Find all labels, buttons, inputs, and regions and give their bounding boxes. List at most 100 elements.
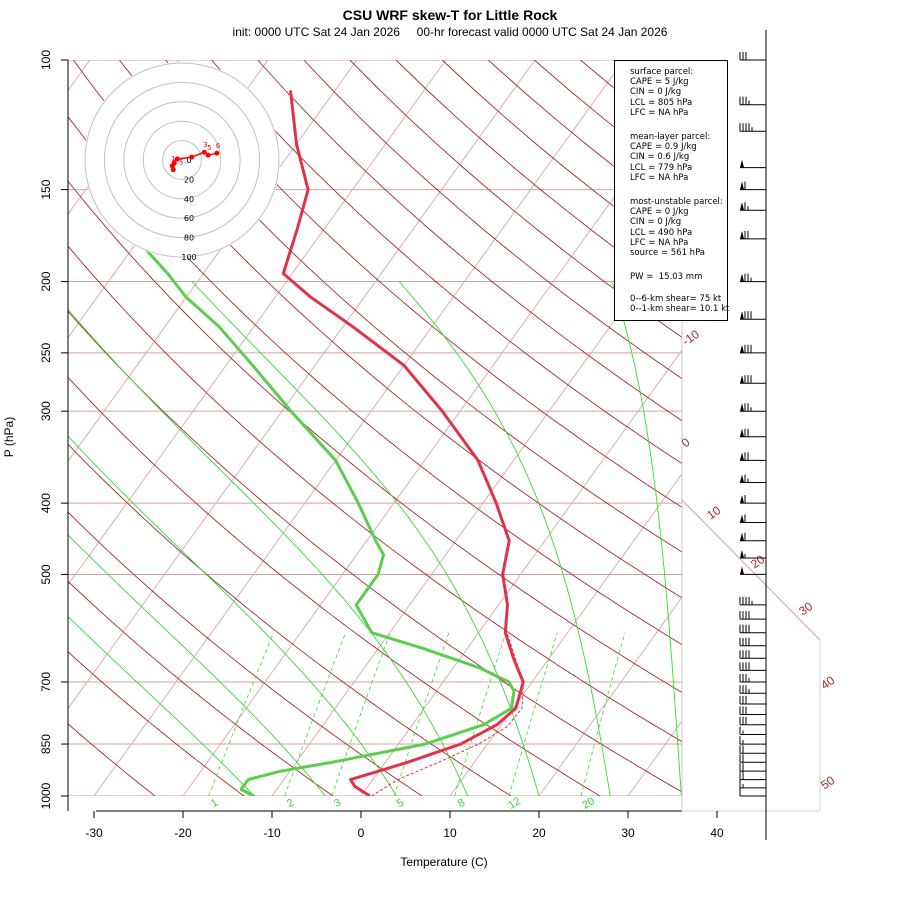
- dry-adiabat: [119, 60, 682, 553]
- mixing-ratio-line: [580, 632, 626, 796]
- info-line: CIN = 0 J/kg: [630, 217, 682, 228]
- dry-adiabat: [257, 60, 682, 422]
- barb-pennant: [740, 202, 744, 211]
- moist-adiabat: [611, 281, 682, 796]
- hodo-point: [174, 156, 180, 162]
- barb-pennant: [740, 273, 744, 282]
- dry-adiabat: [68, 723, 156, 796]
- wind-barb: [740, 273, 766, 283]
- info-line: PW = 15.03 mm: [630, 272, 703, 282]
- wind-barb: [740, 474, 766, 483]
- wind-barb: [739, 706, 766, 715]
- wind-barbs: [739, 30, 767, 840]
- dry-adiabat: [68, 443, 512, 796]
- slant-edge: [681, 499, 821, 641]
- barb-pennant: [740, 474, 744, 483]
- wind-barb: [739, 779, 766, 789]
- hodo-ring: [84, 62, 280, 258]
- mixing-ratio-label: 3: [332, 797, 343, 810]
- y-tick-label: 1000: [39, 782, 53, 809]
- dry-adiabat: [303, 60, 682, 380]
- wind-barb: [740, 514, 766, 523]
- y-tick-label: 500: [39, 564, 53, 584]
- barb-pennant: [740, 403, 744, 412]
- x-tick-label: -30: [85, 826, 103, 840]
- surface-parcel-block: surface parcel: CAPE = 5 J/kg CIN = 0 J/…: [630, 67, 693, 118]
- barb-pennant: [740, 428, 744, 437]
- wind-barb: [739, 754, 766, 763]
- hodo-height-label: 6: [216, 142, 221, 150]
- barb-pennant: [740, 532, 744, 541]
- info-line: 0--1-km shear= 10.1 kt: [630, 304, 730, 315]
- wind-barb: [739, 696, 766, 705]
- dry-adiabat: [765, 60, 900, 812]
- hodo-ring-label: 0: [186, 156, 191, 165]
- barb-pennant: [740, 181, 744, 190]
- hodo-point: [189, 154, 195, 160]
- mixing-ratio-label: 1: [209, 797, 220, 810]
- info-line: source = 561 hPa: [630, 248, 706, 259]
- hodograph: 0 20 40 60 80 100 0.51 3 5 6: [84, 62, 280, 262]
- isotherm-label: 0: [679, 435, 693, 450]
- wind-barb: [740, 532, 766, 542]
- hodo-point: [170, 167, 176, 173]
- mixing-ratio-line: [284, 632, 346, 796]
- profiles: [126, 90, 525, 796]
- y-tick-label: 100: [39, 50, 53, 70]
- wind-barb: [740, 230, 766, 240]
- dry-adiabat: [68, 376, 601, 796]
- isotherm-label: 20: [748, 552, 767, 571]
- hodo-point: [171, 160, 177, 166]
- temperature-profile: [281, 90, 525, 796]
- hodo-point: [205, 152, 211, 158]
- info-line: LFC = NA hPa: [630, 172, 689, 183]
- info-line: LCL = 805 hPa: [630, 97, 693, 108]
- most-unstable-parcel-block: most-unstable parcel: CAPE = 0 J/kg CIN …: [630, 197, 723, 258]
- wind-barb: [740, 311, 766, 320]
- wind-barb: [739, 611, 766, 620]
- dry-adiabat: [72, 60, 682, 599]
- mixing-ratio-label: 20: [580, 795, 597, 812]
- x-tick-label: -10: [263, 826, 281, 840]
- y-tick-label: 200: [39, 271, 53, 291]
- info-line: CAPE = 5 J/kg: [630, 77, 689, 88]
- wind-barb: [740, 403, 766, 412]
- hodo-ring-label: 40: [184, 195, 194, 204]
- barb-pennant: [740, 311, 744, 320]
- isotherm-line: [271, 225, 682, 796]
- isotherm-label: 10: [704, 503, 723, 522]
- x-tick-label: 0: [358, 826, 365, 840]
- wind-barb: [740, 428, 766, 438]
- moist-adiabat: [68, 435, 397, 796]
- mixing-ratio-label: 5: [395, 797, 406, 810]
- isotherm-label: 50: [818, 773, 837, 792]
- isotherm-line: [538, 596, 682, 796]
- wind-barb: [740, 344, 766, 354]
- hodo-ring-label: 20: [184, 175, 194, 184]
- wind-barb: [740, 566, 766, 575]
- barb-pennant: [740, 566, 744, 575]
- info-line: 0--6-km shear= 75 kt: [630, 294, 722, 304]
- y-tick-label: 300: [39, 401, 53, 421]
- hodo-ring: [142, 120, 222, 200]
- x-tick-label: -20: [174, 826, 192, 840]
- wind-barb: [739, 650, 766, 659]
- wind-barb: [739, 685, 766, 694]
- wind-barb: [739, 96, 766, 106]
- chart-subtitle: init: 0000 UTC Sat 24 Jan 2026 00-hr for…: [232, 25, 668, 39]
- moist-adiabat: [68, 534, 326, 796]
- moist-adiabat: [68, 615, 255, 796]
- isotherm-line: [0, 60, 1, 796]
- wind-barb: [740, 495, 766, 504]
- mixing-ratio-line: [454, 632, 507, 796]
- parcel-info-box: surface parcel: CAPE = 5 J/kg CIN = 0 J/…: [614, 60, 730, 321]
- hodo-point: [201, 149, 207, 155]
- isotherm-label: -10: [680, 327, 703, 349]
- moist-adiabat: [398, 281, 611, 796]
- wind-barb: [740, 550, 766, 559]
- dry-adiabat: [68, 180, 682, 694]
- dewpoint-profile: [126, 228, 516, 796]
- hodo-height-label: 5: [207, 144, 211, 152]
- isotherm-line: [360, 349, 682, 796]
